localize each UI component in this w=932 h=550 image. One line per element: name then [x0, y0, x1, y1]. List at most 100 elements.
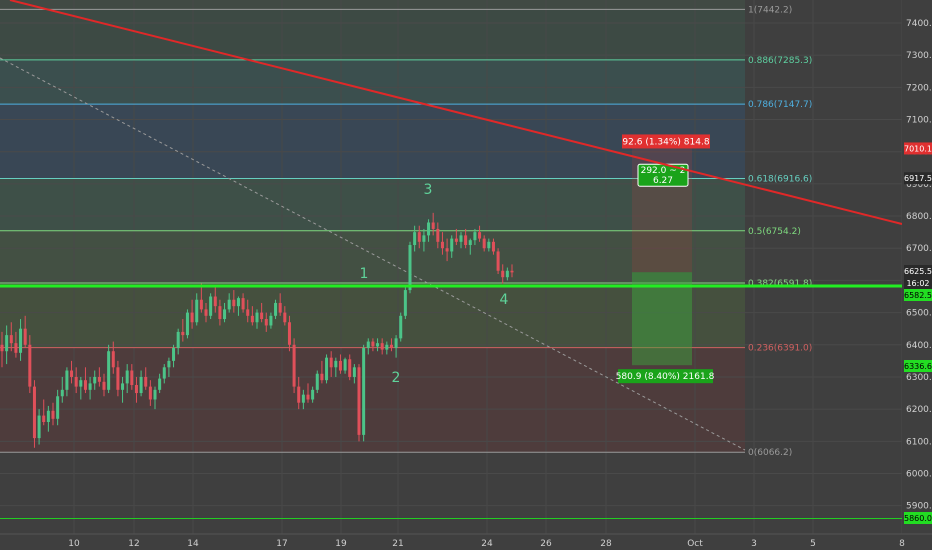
fib-zone-4: [0, 230, 745, 284]
candle-body: [23, 328, 27, 345]
candle-body: [74, 376, 78, 387]
candle-body: [278, 302, 282, 313]
fib-zone-3: [0, 178, 745, 231]
candle-body: [389, 344, 393, 348]
candle-body: [338, 360, 342, 371]
candle-body: [5, 335, 9, 352]
wave-label-1: 1: [360, 266, 369, 282]
x-tick-label: 26: [540, 539, 552, 549]
x-tick-label: Oct: [687, 539, 703, 549]
x-tick-label: 19: [335, 539, 347, 549]
x-tick-label: 5: [810, 539, 816, 549]
candle-body: [185, 312, 189, 336]
candle-body: [459, 235, 463, 242]
candle-body: [380, 343, 384, 350]
candle-body: [172, 347, 176, 361]
y-tick-label: 6800.0: [906, 212, 932, 222]
fib-zone-6: [0, 347, 745, 453]
candle-body: [79, 380, 83, 387]
candle-body: [422, 235, 426, 242]
y-tick-label: 6700.0: [906, 244, 932, 254]
x-tick-label: 3: [751, 539, 757, 549]
y-tick-label: 6000.0: [906, 470, 932, 480]
candle-body: [134, 385, 138, 394]
y-tick-label: 6100.0: [906, 437, 932, 447]
candle-body: [491, 241, 495, 252]
candle-body: [417, 232, 421, 242]
candle-body: [250, 315, 254, 323]
x-tick-label: 8: [899, 539, 905, 549]
fib-zone-5: [0, 283, 745, 348]
candle-body: [125, 370, 129, 384]
fib-zone-0: [0, 9, 745, 60]
target-label: 580.9 (8.40%) 2161.8: [616, 372, 715, 382]
candle-body: [440, 241, 444, 249]
candle-body: [454, 238, 458, 242]
candle-body: [93, 376, 97, 384]
y-tick-label: 6900.0: [906, 180, 932, 190]
candle-body: [116, 367, 120, 390]
candle-body: [482, 238, 486, 249]
candle-body: [83, 380, 87, 390]
y-tick-label: 7100.0: [906, 116, 932, 126]
candle-body: [301, 394, 305, 403]
candle-body: [264, 319, 268, 326]
candle-body: [306, 394, 310, 400]
candle-body: [139, 376, 143, 394]
stop-label-box: [622, 134, 710, 149]
candle-body: [176, 331, 180, 348]
candle-body: [510, 270, 514, 273]
candle-body: [42, 415, 46, 423]
candle-body: [408, 245, 412, 291]
candle-body: [46, 410, 50, 423]
candle-body: [343, 359, 347, 371]
candle-body: [403, 290, 407, 316]
price-tag-label: 6917.5: [904, 174, 932, 183]
candle-body: [97, 376, 101, 382]
candle-body: [241, 298, 245, 310]
candle-body: [0, 344, 4, 352]
fib-label-2: 0.786(7147.7): [748, 100, 812, 110]
candle-body: [325, 357, 329, 381]
candle-body: [431, 222, 435, 229]
time-axis-bg: [0, 534, 932, 550]
x-tick-label: 17: [276, 539, 287, 549]
fib-label-3: 0.618(6916.6): [748, 175, 812, 185]
resistance-trendline[interactable]: [9, 0, 903, 225]
price-tag-label: 6625.5: [904, 267, 932, 276]
candle-body: [28, 344, 32, 387]
fib-levels[interactable]: 1(7442.2) 0.886(7285.3) 0.786(7147.7) 0.618…: [0, 5, 812, 458]
price-tag: [904, 142, 932, 155]
candle-body: [464, 235, 468, 246]
candle-body: [371, 341, 375, 347]
candle-body: [51, 410, 55, 419]
candle-body: [478, 232, 482, 239]
candle-body: [450, 238, 454, 252]
dashed-trendline[interactable]: [0, 57, 746, 451]
candle-body: [14, 343, 18, 353]
fib-label-0: 1(7442.2): [748, 5, 792, 15]
fib-zones: [0, 0, 745, 453]
x-tick-label: 14: [187, 539, 199, 549]
candle-body: [357, 367, 361, 435]
price-tags: 7010.1 6917.5 6625.5 16:02 6582.5 6336.6 5860.…: [904, 142, 932, 524]
price-tag-label: 5860.0: [904, 514, 932, 523]
candle-body: [311, 389, 315, 400]
target-zone[interactable]: [632, 272, 692, 366]
candle-body: [334, 360, 338, 368]
time-axis[interactable]: 10 12 14 17 19 21 24 26 28 Oct 3 5 8: [0, 533, 932, 550]
candle-body: [445, 248, 449, 252]
candle-body: [56, 396, 60, 419]
price-tag: [904, 289, 932, 301]
candle-body: [348, 359, 352, 377]
candle-body: [394, 338, 398, 348]
candle-body: [255, 312, 259, 323]
candle-body: [37, 415, 41, 439]
candle-body: [199, 299, 203, 310]
price-tag: [904, 277, 932, 289]
candle-body: [167, 360, 171, 368]
candle-body: [236, 298, 240, 307]
fib-zone-1: [0, 59, 745, 105]
y-tick-label: 6400.0: [906, 341, 932, 351]
